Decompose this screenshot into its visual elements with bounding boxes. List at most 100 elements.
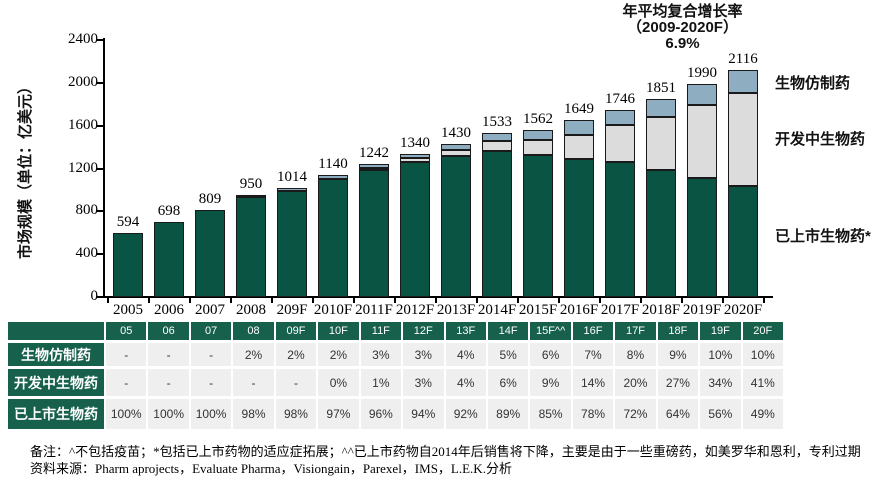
x-axis-tick <box>475 297 478 303</box>
stacked-bar-2010F <box>318 174 348 297</box>
legend-label-biosimilar: 生物仿制药 <box>775 75 851 92</box>
footnote-source: 资料来源：Pharm aprojects，Evaluate Pharma，Vis… <box>30 461 512 476</box>
bar-segment-in-development <box>482 141 512 151</box>
bar-segment-marketed <box>236 197 266 297</box>
bar-segment-biosimilar <box>523 129 553 140</box>
table-data-cell: 49% <box>742 399 783 429</box>
bar-segment-marketed <box>646 170 676 297</box>
bar-segment-in-development <box>564 134 594 160</box>
y-axis-tick-label: 1600 <box>68 116 98 133</box>
stacked-bar-2019F <box>687 83 717 297</box>
y-axis-tick <box>97 296 104 298</box>
bar-segment-in-development <box>646 116 676 171</box>
table-data-cell: 92% <box>445 399 486 429</box>
bar-value-label: 1851 <box>646 79 676 96</box>
x-axis-tick <box>598 297 601 303</box>
bar-segment-biosimilar <box>400 153 430 158</box>
table-row-label: 已上市生物药 <box>8 399 104 429</box>
table-data-cell: - <box>148 343 189 366</box>
table-data-cell: 9% <box>657 343 699 366</box>
stacked-bar-2020F <box>728 70 758 297</box>
table-data-cell: 56% <box>700 399 741 429</box>
bar-value-label: 2116 <box>728 51 758 68</box>
table-row-label: 开发中生物药 <box>8 369 104 396</box>
bar-value-label: 1990 <box>687 64 717 81</box>
table-data-cell: 98% <box>233 399 274 429</box>
legend-label-marketed: 已上市生物药* <box>775 228 871 245</box>
bar-segment-biosimilar <box>728 70 758 94</box>
table-data-cell: 2% <box>318 343 359 366</box>
table-col-header: 10F <box>318 322 359 340</box>
table-data-cell: 10% <box>700 343 741 366</box>
stacked-bar-2006 <box>154 222 184 297</box>
bar-segment-marketed <box>441 156 471 297</box>
x-axis-category-label: 2010F <box>313 302 353 318</box>
cagr-annotation-line3: 6.9% <box>665 35 700 52</box>
table-col-header: 18F <box>657 322 699 340</box>
bar-segment-marketed <box>154 222 184 297</box>
table-data-cell: 3% <box>403 369 444 396</box>
bar-value-label: 594 <box>116 214 140 231</box>
stacked-bar-209F <box>277 188 307 297</box>
bar-segment-biosimilar <box>482 132 512 142</box>
bar-value-label: 1340 <box>400 134 430 151</box>
table-data-cell: 14% <box>572 369 614 396</box>
bar-value-label: 1533 <box>482 113 512 130</box>
table-col-header: 15F^^ <box>530 322 571 340</box>
x-axis-tick <box>516 297 519 303</box>
table-data-cell: - <box>148 369 189 396</box>
bar-value-label: 1562 <box>523 110 553 127</box>
x-axis-category-label: 2008 <box>236 302 266 318</box>
table-data-cell: 64% <box>657 399 699 429</box>
x-axis-tick <box>352 297 355 303</box>
table-data-cell: 89% <box>487 399 529 429</box>
table-data-cell: - <box>106 369 147 396</box>
x-axis-category-label: 2011F <box>355 302 393 318</box>
table-data-cell: 94% <box>403 399 444 429</box>
bar-segment-marketed <box>564 159 594 297</box>
bar-segment-biosimilar <box>441 143 471 150</box>
x-axis-category-label: 2007 <box>195 302 225 318</box>
table-data-cell: 100% <box>190 399 232 429</box>
stacked-bar-2015F <box>523 129 553 297</box>
x-axis-tick <box>680 297 683 303</box>
bar-segment-biosimilar <box>236 195 266 198</box>
y-axis-tick <box>97 81 104 84</box>
bar-segment-marketed <box>482 150 512 297</box>
table-col-header: 12F <box>403 322 444 340</box>
bar-value-label: 1649 <box>564 101 594 118</box>
x-axis-category-label: 2006 <box>154 302 184 318</box>
table-corner-cell <box>8 322 104 340</box>
table-col-header: 14F <box>487 322 529 340</box>
table-data-cell: 6% <box>487 369 529 396</box>
x-axis-category-label: 2015F <box>518 302 558 318</box>
table-col-header: 19F <box>700 322 741 340</box>
table-data-cell: 4% <box>445 369 486 396</box>
bar-segment-biosimilar <box>687 83 717 106</box>
x-axis-tick <box>106 297 109 303</box>
table-data-cell: 20% <box>615 369 656 396</box>
bar-segment-marketed <box>728 185 758 297</box>
x-axis-tick <box>393 297 396 303</box>
bar-segment-biosimilar <box>277 188 307 191</box>
table-col-header: 06 <box>148 322 189 340</box>
x-axis-category-label: 2005 <box>113 302 143 318</box>
x-axis-category-label: 2018F <box>641 302 681 318</box>
stacked-bar-2017F <box>605 110 635 297</box>
bar-segment-biosimilar <box>646 98 676 117</box>
table-data-cell: 97% <box>318 399 359 429</box>
y-axis-tick <box>97 124 104 127</box>
x-axis-category-label: 2016F <box>559 302 599 318</box>
x-axis-tick <box>270 297 273 303</box>
x-axis-tick <box>188 297 191 303</box>
cagr-annotation-line1: 年平均复合增长率 <box>622 3 743 20</box>
bar-segment-marketed <box>400 162 430 297</box>
stacked-bar-2016F <box>564 120 594 297</box>
share-table: 05 06 07 08 09F 10F 11F 12F 13F 14F 15F^^ 16F 17F 18F… <box>8 322 783 429</box>
x-axis-tick <box>229 297 232 303</box>
y-axis-tick <box>97 39 104 41</box>
table-data-cell: 0% <box>318 369 359 396</box>
table-col-header: 07 <box>190 322 232 340</box>
x-axis-tick <box>434 297 437 303</box>
